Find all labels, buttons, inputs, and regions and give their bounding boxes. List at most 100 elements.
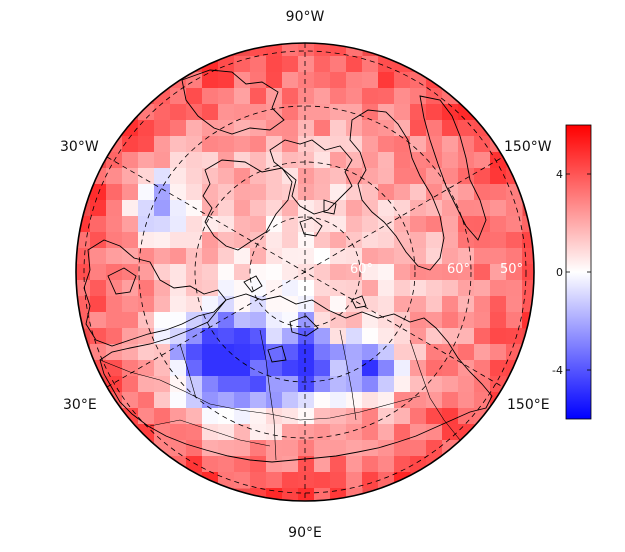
- anomaly-cell: [442, 120, 459, 137]
- anomaly-cell: [314, 456, 331, 473]
- anomaly-cell: [458, 280, 475, 297]
- anomaly-cell: [170, 216, 187, 233]
- anomaly-cell: [266, 56, 283, 73]
- anomaly-cell: [138, 344, 155, 361]
- anomaly-cell: [298, 344, 315, 361]
- colorbar-gradient: [565, 124, 592, 420]
- anomaly-cell: [122, 216, 139, 233]
- anomaly-cell: [282, 232, 299, 249]
- anomaly-cell: [506, 360, 523, 377]
- longitude-label-bottom: 90°E: [288, 525, 322, 541]
- anomaly-cell: [90, 280, 107, 297]
- anomaly-cell: [426, 280, 443, 297]
- anomaly-cell: [474, 264, 491, 281]
- anomaly-cell: [122, 328, 139, 345]
- anomaly-cell: [106, 216, 123, 233]
- anomaly-cell: [410, 72, 427, 89]
- anomaly-cell: [378, 296, 395, 313]
- anomaly-cell: [314, 296, 331, 313]
- anomaly-cell: [490, 344, 507, 361]
- anomaly-cell: [314, 408, 331, 425]
- anomaly-cell: [298, 152, 315, 169]
- anomaly-cell: [330, 328, 347, 345]
- anomaly-cell: [298, 88, 315, 105]
- anomaly-cell: [298, 120, 315, 137]
- anomaly-cell: [506, 264, 523, 281]
- anomaly-cell: [266, 200, 283, 217]
- anomaly-cell: [122, 376, 139, 393]
- anomaly-cell: [474, 328, 491, 345]
- anomaly-cell: [458, 424, 475, 441]
- anomaly-cell: [410, 408, 427, 425]
- anomaly-cell: [106, 296, 123, 313]
- anomaly-cell: [346, 216, 363, 233]
- anomaly-cell: [330, 248, 347, 265]
- anomaly-cell: [362, 136, 379, 153]
- anomaly-cell: [234, 232, 251, 249]
- anomaly-cell: [266, 440, 283, 457]
- anomaly-cell: [234, 184, 251, 201]
- anomaly-cell: [234, 312, 251, 329]
- anomaly-cell: [202, 312, 219, 329]
- anomaly-cell: [202, 344, 219, 361]
- anomaly-cell: [410, 312, 427, 329]
- anomaly-cell: [378, 328, 395, 345]
- anomaly-cell: [234, 216, 251, 233]
- anomaly-cell: [346, 168, 363, 185]
- anomaly-cell: [426, 264, 443, 281]
- anomaly-cell: [346, 328, 363, 345]
- anomaly-cell: [202, 408, 219, 425]
- anomaly-cell: [378, 424, 395, 441]
- anomaly-cell: [410, 264, 427, 281]
- anomaly-cell: [186, 88, 203, 105]
- anomaly-cell: [170, 392, 187, 409]
- anomaly-cell: [410, 376, 427, 393]
- anomaly-cell: [122, 392, 139, 409]
- anomaly-cell: [186, 264, 203, 281]
- anomaly-cell: [362, 280, 379, 297]
- colorbar-tick-label: -4: [552, 364, 563, 377]
- anomaly-cell: [474, 168, 491, 185]
- anomaly-cell: [218, 72, 235, 89]
- anomaly-cell: [266, 408, 283, 425]
- anomaly-cell: [426, 424, 443, 441]
- anomaly-cell: [170, 376, 187, 393]
- anomaly-cell: [282, 56, 299, 73]
- anomaly-cell: [266, 232, 283, 249]
- anomaly-cell: [474, 312, 491, 329]
- anomaly-cell: [410, 456, 427, 473]
- anomaly-cell: [218, 168, 235, 185]
- anomaly-cell: [490, 216, 507, 233]
- anomaly-cell: [298, 280, 315, 297]
- anomaly-cell: [330, 280, 347, 297]
- anomaly-cell: [330, 456, 347, 473]
- anomaly-cell: [394, 168, 411, 185]
- anomaly-cell: [282, 152, 299, 169]
- anomaly-cell: [410, 232, 427, 249]
- anomaly-cell: [474, 152, 491, 169]
- anomaly-cell: [218, 312, 235, 329]
- anomaly-cell: [298, 43, 315, 57]
- anomaly-cell: [202, 136, 219, 153]
- anomaly-cell: [314, 200, 331, 217]
- anomaly-cell: [490, 360, 507, 377]
- anomaly-cell: [154, 376, 171, 393]
- anomaly-cell: [154, 216, 171, 233]
- anomaly-cell: [298, 200, 315, 217]
- anomaly-cell: [346, 152, 363, 169]
- anomaly-cell: [394, 344, 411, 361]
- anomaly-cell: [426, 296, 443, 313]
- anomaly-cell: [330, 232, 347, 249]
- anomaly-cell: [234, 280, 251, 297]
- anomaly-cell: [442, 136, 459, 153]
- anomaly-cell: [314, 472, 331, 489]
- anomaly-cell: [282, 408, 299, 425]
- anomaly-cell: [170, 152, 187, 169]
- anomaly-cell: [426, 392, 443, 409]
- anomaly-cell: [218, 264, 235, 281]
- anomaly-cell: [170, 360, 187, 377]
- anomaly-cell: [298, 184, 315, 201]
- anomaly-cell: [330, 392, 347, 409]
- anomaly-cell: [506, 168, 523, 185]
- anomaly-cell: [362, 232, 379, 249]
